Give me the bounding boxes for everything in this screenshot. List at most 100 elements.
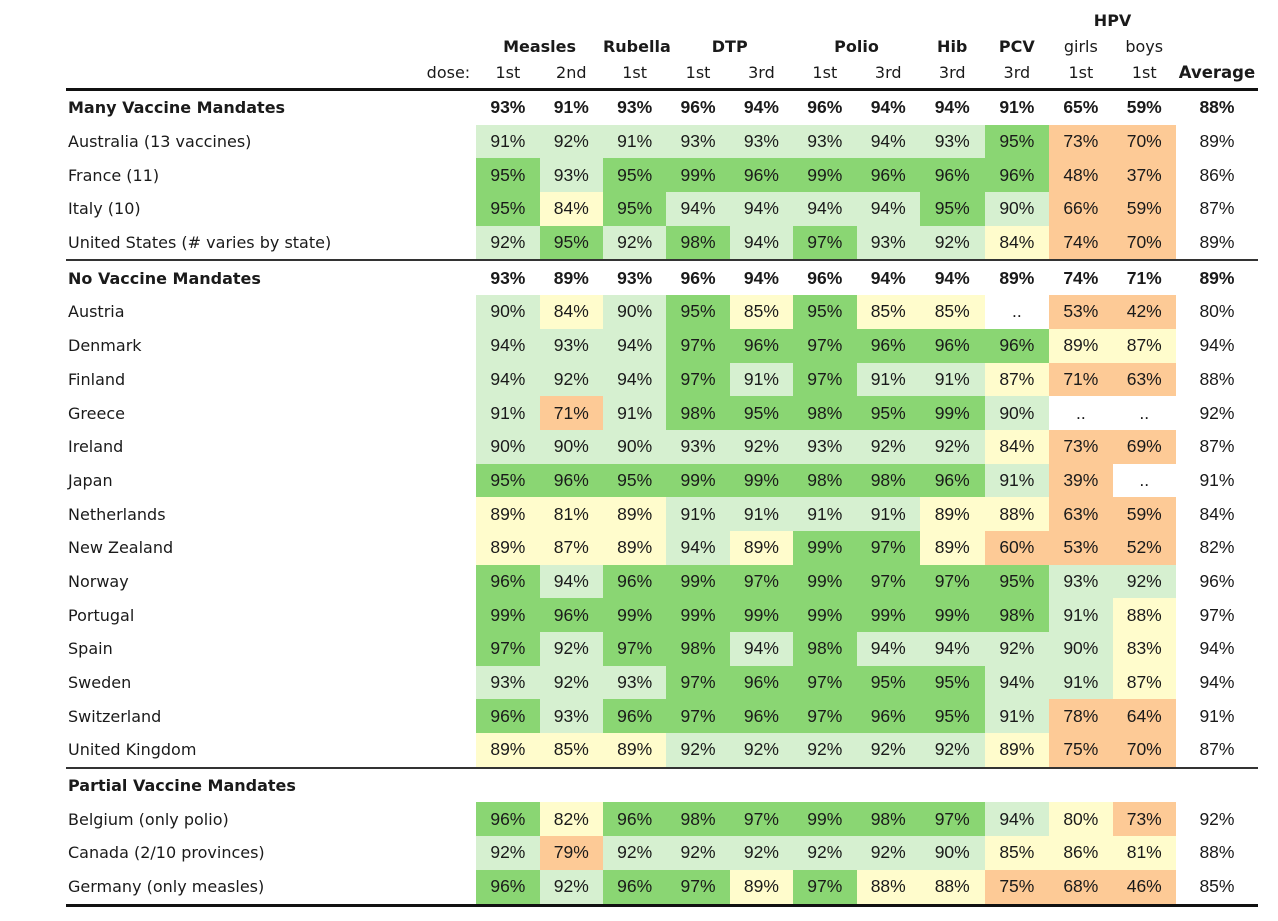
country-row: Norway 96% 94% 96% 99% 97% 99% 97% 97% 95% 93% 92% 9… xyxy=(66,564,1258,599)
average-cell: 89% xyxy=(1199,232,1235,253)
dose-header: 3rd xyxy=(748,62,775,82)
dose-header: 2nd xyxy=(556,62,587,82)
coverage-cell: 96% xyxy=(476,869,540,907)
average-cell: 97% xyxy=(1199,604,1235,625)
group-summary-cell: 71% xyxy=(1112,259,1176,296)
coverage-cell: 93% xyxy=(793,124,857,159)
coverage-cell: 48% xyxy=(1049,158,1113,193)
country-row: New Zealand 89% 87% 89% 94% 89% 99% 97% 89% 60% 53… xyxy=(66,530,1258,565)
country-label: Denmark xyxy=(68,336,142,356)
header-row-doses: dose: 1st 2nd 1st 1st 3rd 1st 3rd 3rd 3r… xyxy=(66,56,1258,90)
coverage-cell: 75% xyxy=(984,869,1050,907)
coverage-cell: 97% xyxy=(793,328,857,363)
coverage-cell: 96% xyxy=(602,564,667,599)
coverage-cell: 87% xyxy=(1112,328,1176,363)
coverage-cell: 90% xyxy=(539,429,603,464)
coverage-cell: 89% xyxy=(602,530,667,565)
header-hpv-boys: boys xyxy=(1125,37,1164,56)
coverage-cell: .. xyxy=(1049,396,1113,430)
coverage-cell: 91% xyxy=(856,497,920,531)
coverage-cell: 93% xyxy=(602,665,667,700)
coverage-cell: 87% xyxy=(984,362,1050,397)
coverage-cell: 99% xyxy=(919,396,985,430)
group-average-cell: 88% xyxy=(1175,87,1258,125)
dose-header: 1st xyxy=(1068,62,1094,82)
coverage-cell: 93% xyxy=(476,665,540,700)
group-summary-cell: 93% xyxy=(602,259,667,296)
coverage-cell: 96% xyxy=(919,463,985,498)
coverage-cell: 96% xyxy=(539,598,603,632)
group-summary-cell: 89% xyxy=(984,259,1050,296)
country-row: Netherlands 89% 81% 89% 91% 91% 91% 91% 89% 88% 63… xyxy=(66,497,1258,531)
group-summary-cell xyxy=(729,766,794,803)
group-summary-cell: 94% xyxy=(729,259,794,296)
coverage-cell: 92% xyxy=(919,429,985,464)
coverage-cell: 95% xyxy=(666,295,730,329)
coverage-cell: 99% xyxy=(666,598,730,632)
coverage-cell: 74% xyxy=(1049,225,1113,261)
coverage-cell: 95% xyxy=(602,158,667,193)
coverage-cell: 99% xyxy=(856,598,920,632)
group-summary-cell xyxy=(1049,766,1113,803)
country-label: United Kingdom xyxy=(68,740,197,760)
country-label: New Zealand xyxy=(68,538,174,558)
group-average-cell: 89% xyxy=(1175,259,1258,296)
country-row: Japan 95% 96% 95% 99% 99% 98% 98% 96% 91% 39%.. 91% xyxy=(66,463,1258,498)
country-label: Spain xyxy=(68,639,113,659)
coverage-cell: 69% xyxy=(1112,429,1176,464)
coverage-cell: 92% xyxy=(729,836,794,870)
coverage-cell: 60% xyxy=(984,530,1050,565)
group-summary-cell xyxy=(602,766,667,803)
country-label: Austria xyxy=(68,302,125,322)
coverage-cell: 95% xyxy=(856,665,920,700)
coverage-cell: 91% xyxy=(1049,598,1113,632)
coverage-cell: 97% xyxy=(793,362,857,397)
coverage-cell: 99% xyxy=(602,598,667,632)
coverage-cell: 96% xyxy=(729,328,794,363)
group-summary-cell: 89% xyxy=(539,259,603,296)
coverage-cell: 97% xyxy=(856,564,920,599)
country-row: Spain 97% 92% 97% 98% 94% 98% 94% 94% 92% 90% 83% 94… xyxy=(66,632,1258,666)
country-row: Austria 90% 84% 90% 95% 85% 95% 85% 85%.. 53% 42% 8… xyxy=(66,295,1258,329)
coverage-cell: 97% xyxy=(476,632,540,666)
coverage-cell: 95% xyxy=(919,699,985,734)
coverage-cell: 92% xyxy=(602,225,667,261)
coverage-cell: 94% xyxy=(856,632,920,666)
coverage-cell: 94% xyxy=(539,564,603,599)
country-label: Netherlands xyxy=(68,504,166,524)
coverage-cell: 88% xyxy=(919,869,985,907)
coverage-cell: 70% xyxy=(1112,225,1176,261)
coverage-cell: 97% xyxy=(793,699,857,734)
coverage-cell: 70% xyxy=(1112,733,1176,768)
country-row: Sweden 93% 92% 93% 97% 96% 97% 95% 95% 94% 91% 87% 9… xyxy=(66,665,1258,700)
country-label: Finland xyxy=(68,369,126,389)
coverage-cell: 98% xyxy=(856,802,920,837)
average-cell: 92% xyxy=(1199,402,1235,423)
coverage-cell: 78% xyxy=(1049,699,1113,734)
dose-header: 3rd xyxy=(874,62,902,82)
coverage-cell: 96% xyxy=(729,699,794,734)
group-summary-cell xyxy=(984,766,1050,803)
coverage-cell: 85% xyxy=(919,295,985,329)
coverage-cell: 92% xyxy=(856,836,920,870)
country-label: Belgium (only polio) xyxy=(68,809,229,829)
group-summary-cell: 94% xyxy=(919,259,985,296)
coverage-cell: 53% xyxy=(1049,530,1113,565)
coverage-cell: 95% xyxy=(984,564,1050,599)
coverage-cell: 97% xyxy=(666,869,730,907)
coverage-cell: 93% xyxy=(666,124,730,159)
header-hpv-girls: girls xyxy=(1063,37,1098,56)
coverage-cell: 92% xyxy=(984,632,1050,666)
coverage-cell: 91% xyxy=(919,362,985,397)
coverage-cell: 95% xyxy=(919,192,985,226)
average-cell: 92% xyxy=(1199,808,1235,829)
dose-header: 1st xyxy=(495,62,521,82)
coverage-cell: 89% xyxy=(729,530,794,565)
coverage-cell: 97% xyxy=(793,665,857,700)
group-summary-cell: 94% xyxy=(919,87,985,125)
coverage-cell: 89% xyxy=(602,497,667,531)
coverage-cell: 89% xyxy=(919,530,985,565)
country-row: United States (# varies by state) 92% 95% 9… xyxy=(66,225,1258,261)
coverage-cell: 95% xyxy=(476,463,540,498)
coverage-cell: 94% xyxy=(919,632,985,666)
